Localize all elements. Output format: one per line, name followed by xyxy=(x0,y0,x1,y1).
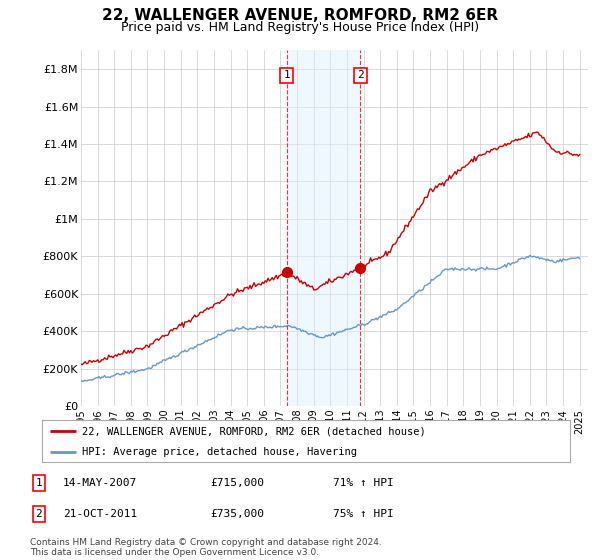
Text: 2: 2 xyxy=(357,71,364,80)
Text: 1: 1 xyxy=(283,71,290,80)
Text: 22, WALLENGER AVENUE, ROMFORD, RM2 6ER: 22, WALLENGER AVENUE, ROMFORD, RM2 6ER xyxy=(102,8,498,24)
Text: 21-OCT-2011: 21-OCT-2011 xyxy=(63,509,137,519)
Text: £735,000: £735,000 xyxy=(210,509,264,519)
Text: 22, WALLENGER AVENUE, ROMFORD, RM2 6ER (detached house): 22, WALLENGER AVENUE, ROMFORD, RM2 6ER (… xyxy=(82,426,425,436)
Text: Contains HM Land Registry data © Crown copyright and database right 2024.
This d: Contains HM Land Registry data © Crown c… xyxy=(30,538,382,557)
Text: 75% ↑ HPI: 75% ↑ HPI xyxy=(333,509,394,519)
Text: £715,000: £715,000 xyxy=(210,478,264,488)
Text: HPI: Average price, detached house, Havering: HPI: Average price, detached house, Have… xyxy=(82,447,356,458)
Text: 1: 1 xyxy=(35,478,43,488)
Bar xyxy=(287,50,361,406)
Text: Price paid vs. HM Land Registry's House Price Index (HPI): Price paid vs. HM Land Registry's House … xyxy=(121,21,479,34)
Text: 2: 2 xyxy=(35,509,43,519)
Text: 14-MAY-2007: 14-MAY-2007 xyxy=(63,478,137,488)
Text: 71% ↑ HPI: 71% ↑ HPI xyxy=(333,478,394,488)
